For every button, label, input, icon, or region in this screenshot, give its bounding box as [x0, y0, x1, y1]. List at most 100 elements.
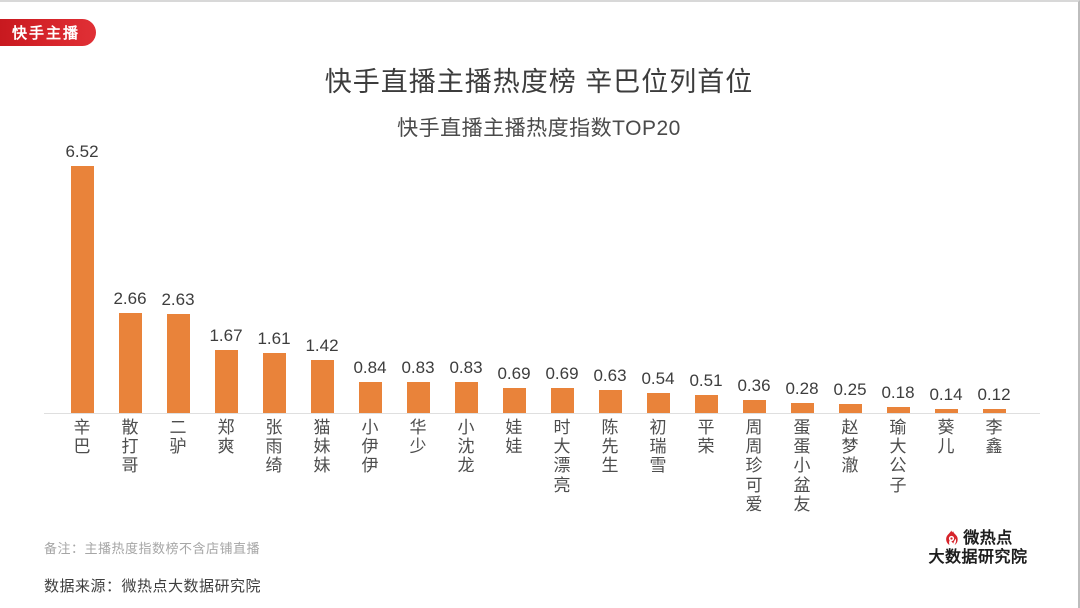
bar-value-label: 2.63 — [161, 290, 195, 309]
x-axis-tick-label: 郑爽 — [217, 418, 235, 457]
bar — [982, 409, 1006, 414]
x-axis-tick-label: 赵梦澈 — [841, 418, 859, 476]
x-axis-tick: 李鑫 — [970, 418, 1018, 456]
bar-column: 0.28 — [778, 122, 826, 414]
bar-column: 0.69 — [538, 122, 586, 414]
bar-value-label: 0.83 — [401, 358, 435, 377]
x-axis-tick: 娃娃 — [490, 418, 538, 456]
bar-value-label: 1.67 — [209, 326, 243, 345]
x-axis-tick: 华少 — [394, 418, 442, 456]
x-axis-tick: 散打哥 — [106, 418, 154, 476]
bar — [550, 388, 574, 414]
x-axis-tick-label: 二驴 — [169, 418, 187, 457]
x-axis-tick: 赵梦澈 — [826, 418, 874, 476]
x-axis-line — [44, 413, 1040, 414]
x-axis-tick-label: 周周珍可爱 — [745, 418, 763, 514]
x-axis-tick-label: 瑜大公子 — [889, 418, 907, 495]
bar — [646, 393, 670, 414]
bar-value-label: 0.36 — [737, 376, 771, 395]
x-axis-tick-label: 辛巴 — [73, 418, 91, 457]
bar-column: 0.51 — [682, 122, 730, 414]
bar-value-label: 0.63 — [593, 366, 627, 385]
bar-column: 0.14 — [922, 122, 970, 414]
bar-column: 0.84 — [346, 122, 394, 414]
bar — [886, 407, 910, 414]
bar-value-label: 0.28 — [785, 379, 819, 398]
logo-name: 微热点 — [963, 530, 1013, 547]
bar-column: 0.36 — [730, 122, 778, 414]
x-axis-tick: 瑜大公子 — [874, 418, 922, 495]
x-axis-labels: 辛巴 散打哥 二驴 郑爽 张雨绮 猫妹妹 小伊伊 华少 小沈龙 娃娃 时大漂亮 陈先生 初瑞雪 平荣 周周珍… — [44, 418, 1034, 528]
x-axis-tick-label: 小沈龙 — [457, 418, 475, 476]
bar — [406, 382, 430, 414]
bar-column: 0.54 — [634, 122, 682, 414]
bar-column: 0.83 — [394, 122, 442, 414]
bar-value-label: 0.12 — [977, 385, 1011, 404]
bar — [790, 403, 814, 414]
x-axis-tick-label: 时大漂亮 — [553, 418, 571, 495]
x-axis-tick: 蛋蛋小盆友 — [778, 418, 826, 514]
x-axis-tick-label: 张雨绮 — [265, 418, 283, 476]
bar-column: 0.18 — [874, 122, 922, 414]
bar-value-label: 0.18 — [881, 383, 915, 402]
x-axis-tick: 葵儿 — [922, 418, 970, 456]
bar — [70, 166, 94, 414]
bar-value-label: 0.14 — [929, 385, 963, 404]
x-axis-tick-label: 李鑫 — [985, 418, 1003, 457]
x-axis-tick: 郑爽 — [202, 418, 250, 456]
x-axis-tick-label: 华少 — [409, 418, 427, 457]
bar-value-label: 0.84 — [353, 358, 387, 377]
bar-value-label: 2.66 — [113, 289, 147, 308]
bar — [934, 409, 958, 414]
bar — [214, 350, 238, 414]
bar-value-label: 0.25 — [833, 380, 867, 399]
x-axis-tick-label: 散打哥 — [121, 418, 139, 476]
bar — [118, 313, 142, 414]
bar-value-label: 0.54 — [641, 369, 675, 388]
bar — [502, 388, 526, 414]
bar-column: 0.83 — [442, 122, 490, 414]
chart-subtitle: 快手直播主播热度指数TOP20 — [397, 117, 681, 140]
bar-value-label: 1.61 — [257, 329, 291, 348]
logo-row-primary: 微热点 — [903, 530, 1053, 548]
x-axis-tick-label: 陈先生 — [601, 418, 619, 476]
watermark-logo: 微热点 大数据研究院 — [903, 530, 1053, 567]
bar-value-label: 0.51 — [689, 371, 723, 390]
x-axis-tick: 张雨绮 — [250, 418, 298, 476]
x-axis-tick-label: 小伊伊 — [361, 418, 379, 476]
bar — [454, 382, 478, 414]
x-axis-tick-label: 初瑞雪 — [649, 418, 667, 476]
x-axis-tick: 猫妹妹 — [298, 418, 346, 476]
x-axis-tick-label: 娃娃 — [505, 418, 523, 457]
bar-column: 0.25 — [826, 122, 874, 414]
bar — [358, 382, 382, 414]
category-badge-label: 快手主播 — [12, 25, 81, 42]
x-axis-tick-label: 葵儿 — [937, 418, 955, 457]
chart-title: 快手直播主播热度榜 辛巴位列首位 — [324, 67, 754, 97]
bar-column: 2.66 — [106, 122, 154, 414]
bar-column: 6.52 — [58, 122, 106, 414]
bar — [742, 400, 766, 414]
chart-source: 数据来源：微热点大数据研究院 — [44, 578, 262, 595]
bar-value-label: 0.69 — [545, 364, 579, 383]
bar-value-label: 0.69 — [497, 364, 531, 383]
bar — [598, 390, 622, 414]
bar — [694, 395, 718, 414]
x-axis-tick: 辛巴 — [58, 418, 106, 456]
bar — [166, 314, 190, 414]
bar-value-label: 6.52 — [65, 142, 99, 161]
flame-eye-icon — [943, 530, 960, 547]
bar-column: 1.61 — [250, 122, 298, 414]
x-axis-tick: 初瑞雪 — [634, 418, 682, 476]
x-axis-tick: 陈先生 — [586, 418, 634, 476]
bar — [262, 353, 286, 414]
bar-column: 2.63 — [154, 122, 202, 414]
bar-value-label: 1.42 — [305, 336, 339, 355]
chart-note: 备注：主播热度指数榜不含店铺直播 — [44, 541, 261, 556]
x-axis-tick-label: 蛋蛋小盆友 — [793, 418, 811, 514]
plot-area: 6.52 2.66 2.63 1.67 1.61 1.42 0.84 0.83 0.83 0.69… — [44, 122, 1034, 414]
bar-column: 0.69 — [490, 122, 538, 414]
bar-column: 0.63 — [586, 122, 634, 414]
x-axis-tick-label: 猫妹妹 — [313, 418, 331, 476]
x-axis-tick: 小沈龙 — [442, 418, 490, 476]
